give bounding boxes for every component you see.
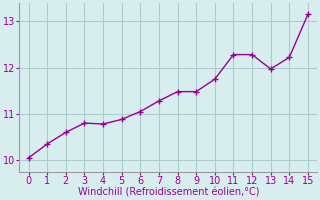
X-axis label: Windchill (Refroidissement éolien,°C): Windchill (Refroidissement éolien,°C) [77, 187, 259, 197]
